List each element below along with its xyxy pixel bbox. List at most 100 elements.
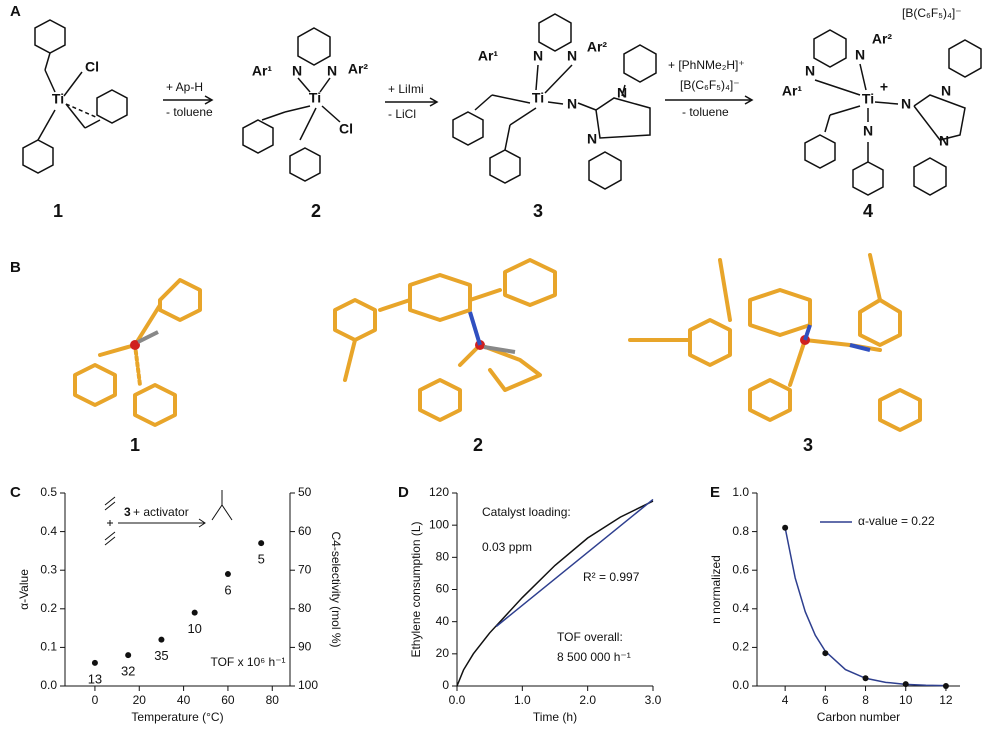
reagent: [B(C₆F₅)₄]⁻: [680, 78, 740, 92]
point-label: 5: [258, 552, 265, 567]
data-line: [456, 500, 654, 687]
legend-entry: α-value = 0.22: [858, 514, 935, 528]
annotation: TOF overall:: [557, 630, 623, 644]
atom-label: N: [855, 47, 865, 63]
panel-letter: E: [710, 484, 720, 501]
structure-number: 3: [803, 435, 813, 455]
reagent: - LiCl: [388, 107, 416, 121]
atom-label: N: [901, 96, 911, 112]
panel-letter: B: [10, 259, 21, 276]
x-tick-label: 2.0: [579, 693, 596, 707]
x-axis-title: Time (h): [533, 710, 577, 724]
data-line: [495, 498, 654, 628]
atom-label: Ar²: [348, 61, 369, 77]
inset-activator: + activator: [133, 505, 189, 519]
y-tick-label: 0.3: [40, 562, 57, 576]
x-tick-label: 20: [133, 693, 147, 707]
atom-label: N: [939, 133, 949, 149]
chart: 0.0 0.2 0.4 0.6 0.8 1.0 4 6 8 10 12 Carbon number n …: [709, 485, 960, 724]
atom-label: N: [567, 96, 577, 112]
structure-number: 1: [130, 435, 140, 455]
chart: 0 20 40 60 80 100 120 0.0 1.0 2.0 3.0 Time (h) Ethyl…: [409, 485, 661, 724]
x-tick-label: 3.0: [645, 693, 662, 707]
atom-label: Ti: [862, 91, 874, 107]
data-point: [91, 659, 98, 666]
y-tick-label: 20: [436, 646, 450, 660]
point-label: 13: [88, 671, 102, 686]
data-point: [822, 650, 829, 657]
x-tick-label: 60: [221, 693, 235, 707]
counterion: [B(C₆F₅)₄]⁻: [902, 6, 962, 20]
reagent: - toluene: [682, 105, 729, 119]
x-tick-label: 0.0: [449, 693, 466, 707]
data-point: [258, 540, 265, 547]
chart: 0.0 0.1 0.2 0.3 0.4 0.5 0 20 40 60 80 50 60 70 80 90 100…: [17, 485, 343, 724]
scheme-bonds: [22, 13, 982, 196]
atom-label: +: [880, 79, 888, 95]
data-line: [784, 527, 946, 687]
crystal-structures: [73, 253, 922, 432]
metal-centers: [130, 311, 871, 354]
point-label: 32: [121, 664, 135, 679]
atom-label: Ar²: [872, 31, 893, 47]
annotation: R² = 0.997: [583, 570, 640, 584]
point-label: 6: [224, 582, 231, 597]
reagent: + Ap-H: [166, 80, 203, 94]
data-point: [158, 636, 165, 643]
atom-label: N: [617, 85, 627, 101]
y-tick-label: 100: [429, 517, 449, 531]
atom-label: N: [533, 48, 543, 64]
y-tick-label: 1.0: [732, 485, 749, 499]
y-tick-label: 40: [436, 614, 450, 628]
panel-letter: C: [10, 484, 21, 501]
x-axis-title: Carbon number: [817, 710, 900, 724]
data-point: [224, 571, 231, 578]
y2-tick-label: 50: [298, 485, 312, 499]
point-label: 10: [187, 621, 201, 636]
y-tick-label: 0.0: [732, 678, 749, 692]
y-tick-label: 0.0: [40, 678, 57, 692]
atom-label: Ar²: [587, 39, 608, 55]
y-tick-label: 0.8: [732, 524, 749, 538]
y2-tick-label: 60: [298, 524, 312, 538]
x-tick-label: 80: [266, 693, 280, 707]
inset-catalyst: 3: [124, 505, 131, 519]
y-axis-title: α-Value: [17, 569, 31, 610]
y-tick-label: 0.1: [40, 640, 57, 654]
x-tick-label: 40: [177, 693, 191, 707]
data-point: [782, 524, 789, 531]
atom-label: N: [567, 48, 577, 64]
annotation: 8 500 000 h⁻¹: [557, 650, 631, 664]
structure-number: 2: [473, 435, 483, 455]
y-tick-label: 0.5: [40, 485, 57, 499]
x-tick-label: 12: [939, 693, 953, 707]
compound-number: 1: [53, 201, 63, 221]
x-tick-label: 0: [92, 693, 99, 707]
y-axis-title: Ethylene consumption (L): [409, 521, 423, 657]
reagent: + [PhNMe₂H]⁺: [668, 58, 745, 72]
y-tick-label: 0: [442, 678, 449, 692]
panel-letter: D: [398, 484, 409, 501]
x-tick-label: 1.0: [514, 693, 531, 707]
y-tick-label: 0.2: [732, 640, 749, 654]
y-tick-label: 0.4: [40, 524, 57, 538]
atom-label: N: [327, 63, 337, 79]
y-tick-label: 60: [436, 582, 450, 596]
compound-number: 3: [533, 201, 543, 221]
y2-axis-title: C4-selectivity (mol %): [329, 531, 343, 647]
atom-label: Ti: [52, 91, 64, 107]
compound-number: 2: [311, 201, 321, 221]
atom-label: N: [292, 63, 302, 79]
reagent: - toluene: [166, 105, 213, 119]
x-tick-label: 10: [899, 693, 913, 707]
y-tick-label: 0.6: [732, 562, 749, 576]
y2-tick-label: 100: [298, 678, 318, 692]
y-tick-label: 120: [429, 485, 449, 499]
atom-label: N: [587, 131, 597, 147]
x-tick-label: 4: [782, 693, 789, 707]
reagent: + LiImi: [388, 82, 424, 96]
compound-number: 4: [863, 201, 873, 221]
y-tick-label: 80: [436, 550, 450, 564]
atom-label: N: [805, 63, 815, 79]
